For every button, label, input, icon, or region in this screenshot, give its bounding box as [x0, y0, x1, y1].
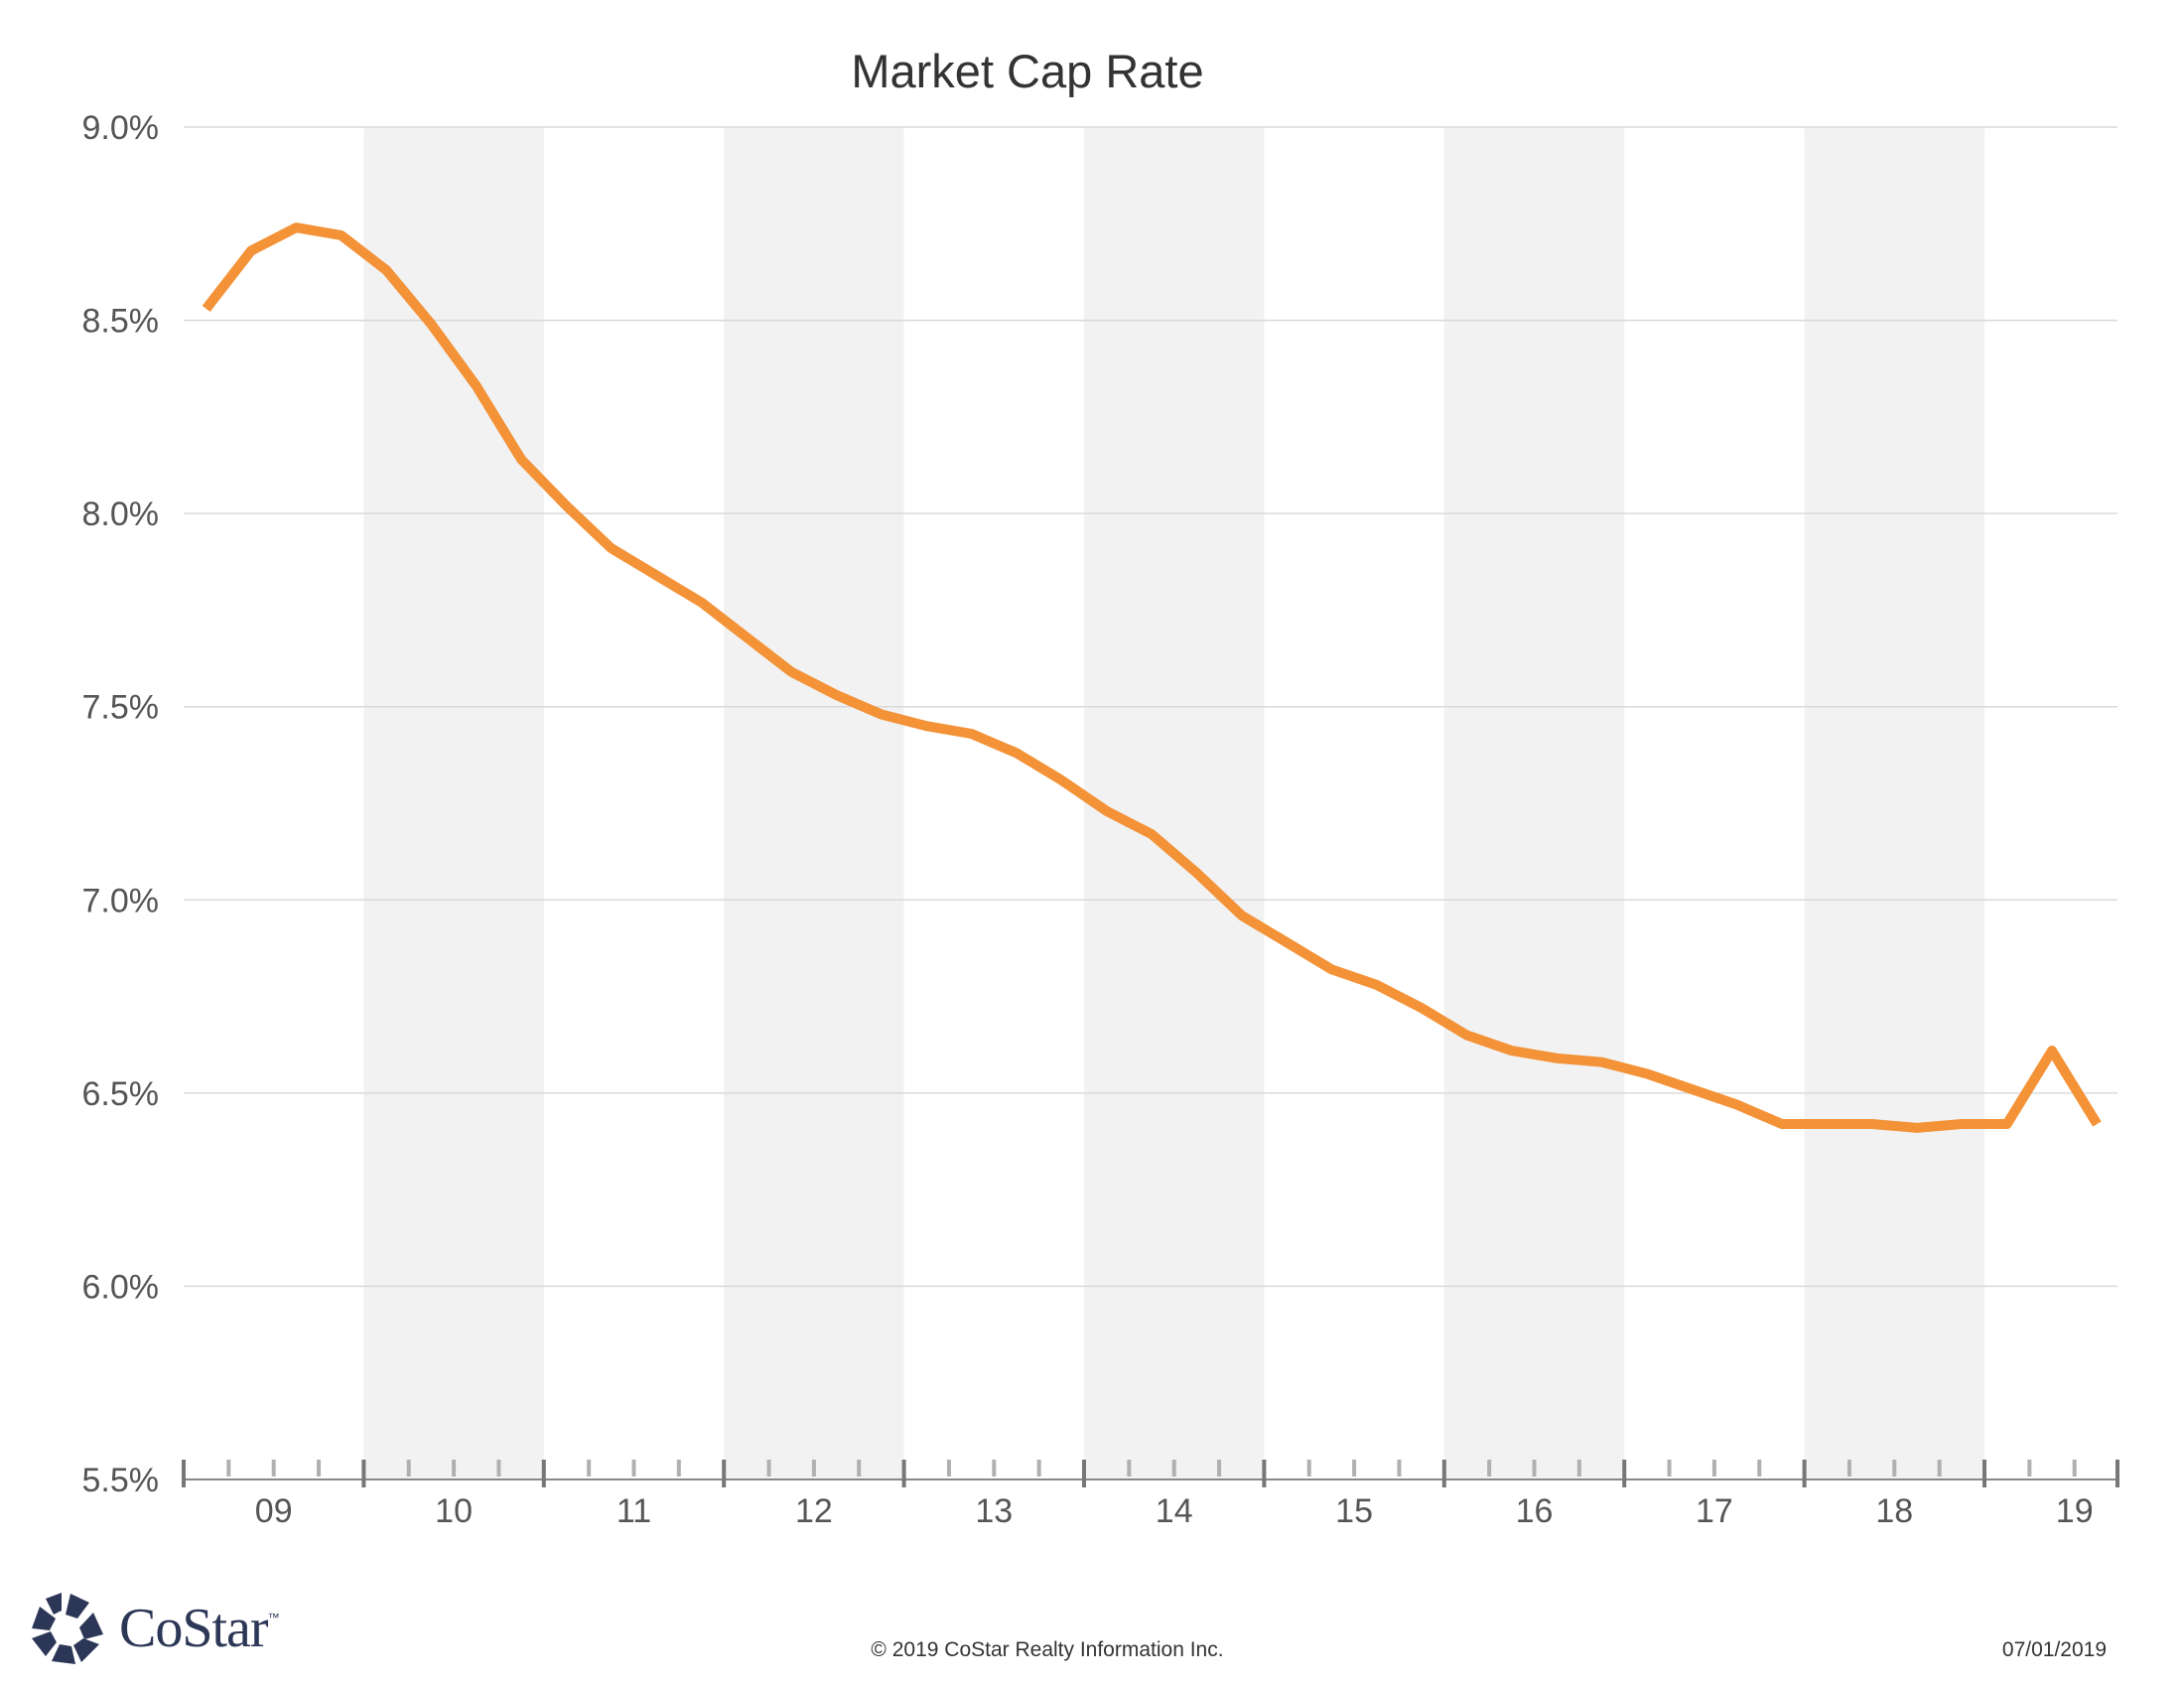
x-tick-label-18: 18 — [1875, 1492, 1913, 1530]
y-tick-label: 8.5% — [82, 303, 160, 341]
report-date: 07/01/2019 — [2001, 1638, 2107, 1661]
x-tick-label-12: 12 — [795, 1492, 833, 1530]
y-tick-label: 6.0% — [82, 1268, 160, 1306]
x-tick-label-11: 11 — [616, 1492, 651, 1530]
costar-star-icon — [32, 1593, 103, 1664]
y-tick-label: 6.5% — [82, 1075, 160, 1113]
series-group — [202, 222, 2102, 1133]
x-tick-label-14: 14 — [1156, 1492, 1193, 1530]
year-band-10 — [363, 127, 544, 1479]
x-tick-label-17: 17 — [1696, 1492, 1733, 1530]
x-tick-label-15: 15 — [1335, 1492, 1373, 1530]
chart-title: Market Cap Rate — [851, 45, 1203, 97]
x-tick-label-10: 10 — [435, 1492, 473, 1530]
x-tick-label-19: 19 — [2056, 1492, 2094, 1530]
x-tick-label-13: 13 — [975, 1492, 1013, 1530]
y-axis-ticks: 5.5% 6.0% 6.5% 7.0% 7.5% 8.0% 8.5% 9.0% — [82, 109, 160, 1499]
year-shading-bands — [363, 127, 1984, 1479]
y-gridlines — [184, 126, 2117, 1288]
year-band-14 — [1084, 127, 1265, 1479]
brand-trademark: ™ — [267, 1611, 280, 1624]
year-band-18 — [1804, 127, 1984, 1479]
brand-name: CoStar — [119, 1598, 269, 1659]
x-tick-label-09: 09 — [255, 1492, 293, 1530]
year-band-12 — [724, 127, 904, 1479]
x-tick-label-16: 16 — [1516, 1492, 1554, 1530]
y-tick-label: 8.0% — [82, 495, 160, 533]
x-axis — [182, 1460, 2119, 1487]
series-line-market-cap-rate — [202, 222, 2102, 1133]
y-tick-label: 7.5% — [82, 689, 160, 727]
costar-logo: CoStar ™ — [28, 1589, 280, 1668]
year-band-16 — [1443, 127, 1625, 1479]
y-tick-label: 5.5% — [82, 1462, 160, 1499]
y-tick-label: 7.0% — [82, 882, 160, 919]
y-tick-label: 9.0% — [82, 109, 160, 147]
x-axis-year-labels: 09 10 11 12 13 14 15 16 17 18 19 — [255, 1492, 2094, 1530]
copyright-notice: © 2019 CoStar Realty Information Inc. — [871, 1638, 1224, 1661]
